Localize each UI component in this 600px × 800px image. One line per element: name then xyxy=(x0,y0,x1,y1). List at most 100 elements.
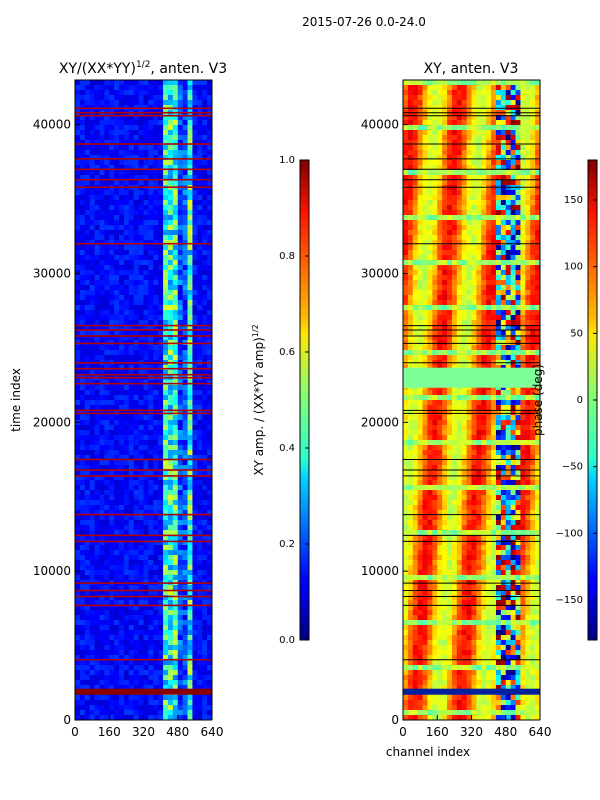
heatmap-cell xyxy=(491,295,497,301)
heatmap-cell xyxy=(182,200,188,206)
heatmap-cell xyxy=(143,370,149,376)
heatmap-cell xyxy=(403,200,409,206)
heatmap-cell xyxy=(75,545,81,551)
heatmap-cell xyxy=(515,160,521,166)
heatmap-cell xyxy=(177,265,184,271)
heatmap-cell xyxy=(153,485,159,491)
heatmap-cell xyxy=(182,270,188,276)
heatmap-cell xyxy=(172,365,179,371)
heatmap-cell xyxy=(138,345,144,351)
heatmap-cell xyxy=(407,175,414,181)
heatmap-cell xyxy=(109,560,115,566)
heatmap-cell xyxy=(427,90,433,96)
heatmap-cell xyxy=(163,570,169,576)
heatmap-cell xyxy=(138,305,144,311)
heatmap-cell xyxy=(153,160,159,166)
heatmap-cell xyxy=(172,560,179,566)
heatmap-cell xyxy=(486,205,492,211)
heatmap-cell xyxy=(163,430,169,436)
heatmap-cell xyxy=(153,135,159,141)
heatmap-cell xyxy=(202,380,208,386)
heatmap-cell xyxy=(128,570,135,576)
heatmap-cell xyxy=(207,465,213,471)
heatmap-cell xyxy=(99,240,105,246)
heatmap-cell xyxy=(481,100,487,106)
heatmap-cell xyxy=(94,420,100,426)
heatmap-cell xyxy=(128,420,135,426)
heatmap-cell xyxy=(138,265,144,271)
heatmap-cell xyxy=(163,700,169,706)
heatmap-cell xyxy=(163,135,169,141)
heatmap-cell xyxy=(109,640,115,646)
heatmap-cell xyxy=(99,590,105,596)
heatmap-cell xyxy=(525,170,531,176)
heatmap-cell xyxy=(153,625,159,631)
heatmap-cell xyxy=(84,300,91,306)
heatmap-cell xyxy=(84,235,91,241)
heatmap-cell xyxy=(167,240,174,246)
heatmap-cell xyxy=(525,125,531,131)
heatmap-cell xyxy=(94,155,100,161)
heatmap-cell xyxy=(133,560,139,566)
heatmap-cell xyxy=(172,620,179,626)
heatmap-cell xyxy=(89,230,95,236)
heatmap-cell xyxy=(187,225,193,231)
heatmap-cell xyxy=(437,290,443,296)
heatmap-cell xyxy=(197,715,203,721)
heatmap-cell xyxy=(163,140,169,146)
heatmap-cell xyxy=(94,670,100,676)
heatmap-cell xyxy=(520,205,526,211)
heatmap-cell xyxy=(412,150,419,156)
heatmap-cell xyxy=(427,180,433,186)
heatmap-cell xyxy=(99,685,105,691)
heatmap-cell xyxy=(75,645,81,651)
heatmap-cell xyxy=(182,290,188,296)
heatmap-cell xyxy=(138,585,144,591)
heatmap-cell xyxy=(158,285,164,291)
heatmap-cell xyxy=(163,495,169,501)
heatmap-cell xyxy=(89,590,95,596)
heatmap-cell xyxy=(167,620,174,626)
heatmap-cell xyxy=(143,310,149,316)
heatmap-cell xyxy=(451,115,458,121)
heatmap-cell xyxy=(197,215,203,221)
heatmap-cell xyxy=(143,555,149,561)
heatmap-cell xyxy=(515,210,521,216)
heatmap-cell xyxy=(123,135,130,141)
heatmap-cell xyxy=(187,700,193,706)
heatmap-cell xyxy=(138,180,144,186)
heatmap-cell xyxy=(94,470,100,476)
heatmap-cell xyxy=(99,115,105,121)
heatmap-cell xyxy=(432,175,438,181)
heatmap-cell xyxy=(109,120,115,126)
heatmap-cell xyxy=(119,660,125,666)
heatmap-cell xyxy=(133,405,139,411)
heatmap-cell xyxy=(491,160,497,166)
heatmap-cell xyxy=(437,115,443,121)
heatmap-cell xyxy=(99,485,105,491)
heatmap-cell xyxy=(461,275,467,281)
heatmap-cell xyxy=(84,350,91,356)
heatmap-cell xyxy=(417,310,423,316)
heatmap-cell xyxy=(158,135,164,141)
heatmap-cell xyxy=(138,420,144,426)
heatmap-cell xyxy=(94,665,100,671)
heatmap-cell xyxy=(515,130,521,136)
heatmap-cell xyxy=(525,255,531,261)
heatmap-cell xyxy=(451,315,458,321)
heatmap-cell xyxy=(163,280,169,286)
heatmap-cell xyxy=(486,175,492,181)
heatmap-cell xyxy=(197,600,203,606)
heatmap-cell xyxy=(177,595,184,601)
heatmap-cell xyxy=(437,220,443,226)
heatmap-cell xyxy=(202,180,208,186)
heatmap-cell xyxy=(123,530,130,536)
heatmap-cell xyxy=(138,355,144,361)
heatmap-cell xyxy=(138,565,144,571)
heatmap-cell xyxy=(84,145,91,151)
heatmap-cell xyxy=(163,530,169,536)
heatmap-cell xyxy=(128,245,135,251)
heatmap-cell xyxy=(89,250,95,256)
heatmap-cell xyxy=(476,180,482,186)
heatmap-cell xyxy=(158,260,164,266)
